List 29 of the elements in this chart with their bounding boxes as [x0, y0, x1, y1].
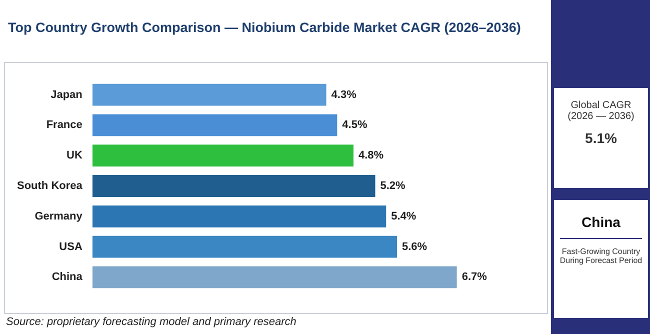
bar	[92, 205, 386, 228]
text: Global CAGR	[570, 100, 632, 111]
y-tick-label: France	[46, 119, 82, 132]
text: 5.1%	[584, 130, 618, 146]
bar	[92, 175, 376, 197]
text: (2026 — 2036)	[566, 111, 636, 122]
data-label: 4.8%	[358, 150, 384, 162]
y-tick-label: Japan	[50, 88, 83, 101]
bar	[92, 266, 457, 288]
data-label: 4.5%	[342, 119, 368, 132]
text: During Forecast Period	[558, 256, 644, 265]
y-tick-label: China	[52, 271, 84, 284]
y-tick-label: South Korea	[16, 180, 84, 192]
y-tick-label: UK	[66, 150, 82, 162]
bar	[92, 144, 354, 167]
data-label: 6.7%	[462, 271, 488, 284]
chart-title: Top Country Growth Comparison — Niobium Carbide Market CAGR (2026–2036)	[8, 20, 522, 35]
text: Fast-Growing Country	[560, 247, 642, 256]
text: China	[580, 214, 622, 230]
data-label: 5.4%	[391, 210, 416, 222]
bar	[92, 236, 397, 258]
data-label: 4.3%	[331, 88, 357, 101]
y-tick-label: Germany	[34, 210, 84, 222]
y-tick-label: USA	[59, 240, 82, 253]
data-label: 5.6%	[402, 240, 428, 253]
data-label: 5.2%	[380, 180, 406, 192]
bar	[92, 84, 326, 106]
bar	[92, 114, 338, 136]
source-note: Source: proprietary forecasting model and primary research	[6, 316, 296, 328]
